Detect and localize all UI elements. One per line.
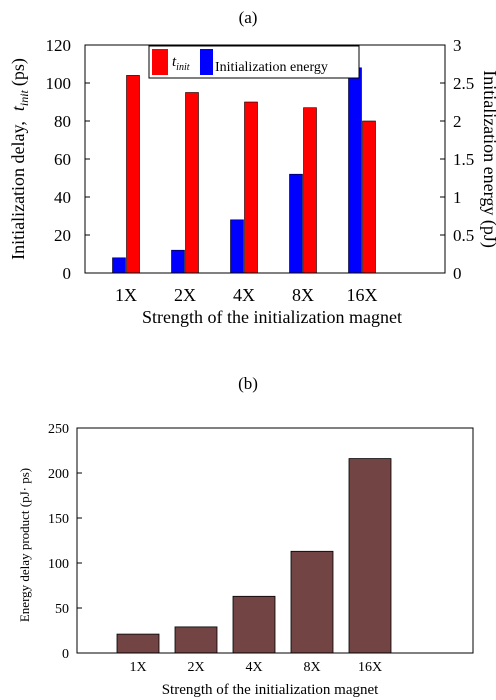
delay-bar xyxy=(185,92,199,274)
panel-b-bars xyxy=(116,458,392,654)
panel-a-y-axis-label-prefix: Initialization delay, xyxy=(8,121,28,260)
panel-a-x-axis-label: Strength of the initialization magnet xyxy=(142,307,402,327)
y2-tick-label: 3 xyxy=(453,36,462,55)
y2-tick-label: 2.5 xyxy=(453,74,474,93)
energy-bar xyxy=(171,249,185,274)
y2-tick-label: 1 xyxy=(453,188,462,207)
delay-bar xyxy=(362,120,376,274)
panel-a-y-axis-label-subscript: init xyxy=(17,89,31,106)
y-tick-label: 250 xyxy=(48,422,69,437)
edp-bar xyxy=(232,595,276,654)
legend-swatch-energy xyxy=(200,49,213,75)
y2-tick-label: 0.5 xyxy=(453,226,474,245)
edp-bar xyxy=(348,458,392,654)
y-tick-label: 80 xyxy=(54,112,71,131)
x-tick-label: 2X xyxy=(174,285,196,305)
x-tick-label: 4X xyxy=(233,285,255,305)
legend-label-energy: Initialization energy xyxy=(215,60,328,75)
y-tick-label: 200 xyxy=(48,467,69,482)
panel-a-y2-axis-label: Initialization energy (pJ) xyxy=(479,70,496,248)
y-tick-label: 0 xyxy=(62,647,69,662)
y-tick-label: 100 xyxy=(48,557,69,572)
y-tick-label: 120 xyxy=(46,36,72,55)
legend-box xyxy=(148,45,360,79)
panel-b: (b) 0 50 100 150 200 250 1X 2X 4X 8X 16X Strength… xyxy=(17,374,474,698)
x-tick-label: 8X xyxy=(292,285,314,305)
edp-bar xyxy=(290,550,334,654)
x-tick-label: 16X xyxy=(347,285,378,305)
y2-tick-label: 0 xyxy=(453,264,462,283)
y2-tick-label: 2 xyxy=(453,112,462,131)
panel-b-x-axis-label: Strength of the initialization magnet xyxy=(162,682,379,698)
delay-bar xyxy=(244,101,258,274)
delay-bar xyxy=(126,75,140,274)
y-tick-label: 60 xyxy=(54,150,71,169)
panel-a-left-axis: 0 20 40 60 80 100 120 xyxy=(46,36,90,283)
panel-a-x-axis: 1X 2X 4X 8X 16X xyxy=(115,285,378,305)
panel-b-y-axis-label: Energy delay product (pJ· ps) xyxy=(17,468,32,622)
panel-a-y-axis-label-symbol: t xyxy=(8,105,28,111)
x-tick-label: 4X xyxy=(245,660,262,675)
y-tick-label: 20 xyxy=(54,226,71,245)
x-tick-label: 1X xyxy=(129,660,146,675)
x-tick-label: 8X xyxy=(303,660,320,675)
panel-a-y-axis-label: Initialization delay, tinit (ps) xyxy=(8,58,31,260)
panel-a-right-axis: 0 0.5 1 1.5 2 2.5 3 xyxy=(440,36,474,283)
energy-bar xyxy=(230,219,244,274)
x-tick-label: 2X xyxy=(187,660,204,675)
legend-swatch-tinit xyxy=(152,49,168,75)
panel-a-bars xyxy=(112,67,376,274)
panel-b-y-axis: 0 50 100 150 200 250 xyxy=(48,422,82,662)
legend-label-tinit: tinit xyxy=(172,54,190,73)
panel-a-label: (a) xyxy=(239,8,258,27)
edp-bar xyxy=(174,626,218,654)
panel-a-legend: tinit Initialization energy xyxy=(148,45,360,79)
x-tick-label: 1X xyxy=(115,285,137,305)
y-tick-label: 100 xyxy=(46,74,72,93)
y2-tick-label: 1.5 xyxy=(453,150,474,169)
panel-b-label: (b) xyxy=(238,374,258,393)
energy-bar xyxy=(348,67,362,274)
x-tick-label: 16X xyxy=(358,660,382,675)
panel-a-y-axis-label-unit: (ps) xyxy=(8,58,29,86)
edp-bar xyxy=(116,633,160,654)
panel-b-frame xyxy=(76,427,474,654)
delay-bar xyxy=(303,107,317,274)
panel-a: (a) 0 20 40 60 80 100 120 0 0.5 1 1.5 2 2.5 3 1X 2X 4X… xyxy=(8,8,496,327)
energy-bar xyxy=(112,257,126,274)
energy-bar xyxy=(289,173,303,274)
y-tick-label: 40 xyxy=(54,188,71,207)
y-tick-label: 150 xyxy=(48,512,69,527)
y-tick-label: 0 xyxy=(63,264,72,283)
y-tick-label: 50 xyxy=(55,602,69,617)
panel-b-x-axis: 1X 2X 4X 8X 16X xyxy=(129,660,382,675)
